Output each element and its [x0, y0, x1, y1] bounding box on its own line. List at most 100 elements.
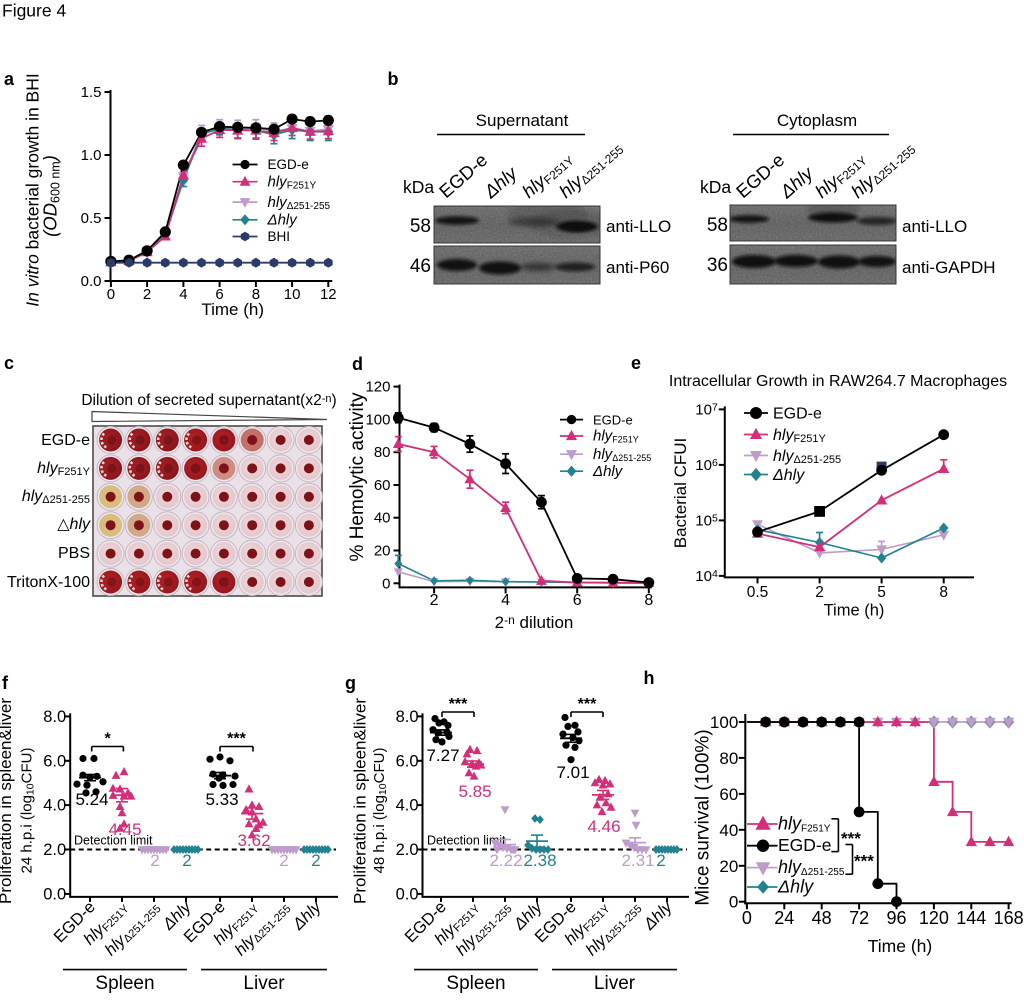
svg-text:4: 4 [501, 592, 510, 609]
svg-text:5.24: 5.24 [75, 790, 108, 809]
svg-text:2: 2 [430, 592, 439, 609]
svg-text:60: 60 [719, 785, 738, 804]
svg-text:0.5: 0.5 [747, 584, 769, 601]
svg-text:Supernatant: Supernatant [476, 111, 569, 130]
svg-text:% Hemolytic activity: % Hemolytic activity [347, 392, 368, 561]
svg-text:1.5: 1.5 [81, 84, 102, 101]
svg-text:hlyΔ251-255: hlyΔ251-255 [593, 446, 651, 463]
svg-text:hlyF251Y: hlyF251Y [773, 427, 827, 445]
svg-text:0: 0 [742, 908, 752, 928]
svg-text:hlyΔ251-255: hlyΔ251-255 [22, 488, 90, 506]
svg-text:EGD-e: EGD-e [593, 412, 633, 427]
svg-text:Detection limit: Detection limit [74, 834, 153, 848]
svg-text:PBS: PBS [58, 545, 90, 562]
svg-text:40: 40 [719, 821, 738, 840]
svg-text:Mice survival (100%): Mice survival (100%) [693, 729, 714, 905]
svg-text:TritonX-100: TritonX-100 [7, 574, 90, 591]
svg-text:2: 2 [279, 851, 288, 870]
svg-text:7.27: 7.27 [426, 746, 459, 765]
svg-text:anti-LLO: anti-LLO [606, 217, 671, 236]
svg-text:anti-LLO: anti-LLO [902, 217, 967, 236]
svg-text:120: 120 [919, 908, 949, 928]
svg-text:a: a [4, 69, 15, 89]
svg-text:46: 46 [410, 256, 431, 277]
svg-text:2.0: 2.0 [396, 841, 419, 859]
svg-text:58: 58 [410, 216, 431, 237]
svg-text:***: *** [227, 731, 246, 748]
svg-text:EGD-e: EGD-e [773, 406, 822, 423]
svg-text:BHI: BHI [268, 229, 291, 244]
svg-text:g: g [345, 673, 356, 693]
svg-text:EGD-e: EGD-e [41, 432, 90, 449]
svg-text:80: 80 [374, 444, 391, 461]
svg-text:0: 0 [729, 893, 738, 912]
svg-text:40: 40 [374, 510, 391, 527]
svg-text:*: * [104, 731, 111, 748]
svg-text:4.0: 4.0 [396, 797, 419, 815]
svg-text:***: *** [841, 829, 861, 848]
svg-text:80: 80 [719, 749, 738, 768]
svg-text:Δhly: Δhly [777, 877, 814, 897]
svg-text:20: 20 [719, 857, 738, 876]
svg-text:Spleen: Spleen [446, 973, 505, 994]
svg-text:0: 0 [107, 286, 115, 303]
svg-text:72: 72 [849, 908, 869, 928]
svg-text:24 h.p.i (log10CFU): 24 h.p.i (log10CFU) [19, 748, 37, 874]
svg-text:***: *** [449, 696, 468, 713]
svg-text:h: h [644, 668, 655, 688]
svg-text:0: 0 [382, 575, 390, 592]
svg-text:Δhly: Δhly [592, 463, 624, 480]
svg-text:2.22: 2.22 [489, 851, 522, 870]
svg-text:EGD-e: EGD-e [268, 157, 309, 172]
svg-text:96: 96 [886, 908, 906, 928]
svg-text:7.01: 7.01 [556, 763, 589, 782]
svg-text:36: 36 [707, 255, 728, 276]
svg-text:***: *** [578, 696, 597, 713]
svg-text:△hly: △hly [57, 516, 91, 533]
svg-text:0.0: 0.0 [396, 885, 419, 903]
svg-text:1.0: 1.0 [81, 147, 102, 164]
svg-text:144: 144 [956, 908, 986, 928]
svg-text:2: 2 [815, 584, 824, 601]
svg-text:Proliferation in spleen&liver: Proliferation in spleen&liver [351, 698, 370, 904]
svg-text:168: 168 [994, 908, 1024, 928]
svg-text:5: 5 [877, 584, 886, 601]
svg-text:100: 100 [365, 411, 390, 428]
svg-text:Intracellular Growth in RAW264: Intracellular Growth in RAW264.7 Macroph… [669, 373, 1007, 390]
svg-text:8.0: 8.0 [43, 708, 66, 726]
svg-text:Bacterial CFUI: Bacterial CFUI [671, 438, 690, 549]
svg-text:2: 2 [311, 851, 320, 870]
svg-text:0.0: 0.0 [43, 885, 66, 903]
svg-text:Proliferation in spleen&liver: Proliferation in spleen&liver [0, 698, 15, 904]
svg-text:2.31: 2.31 [621, 851, 654, 870]
svg-text:Time (h): Time (h) [201, 300, 264, 319]
svg-text:hlyF251Y: hlyF251Y [37, 460, 91, 478]
svg-text:20: 20 [374, 543, 391, 560]
svg-text:anti-P60: anti-P60 [606, 258, 669, 277]
svg-text:8: 8 [939, 584, 948, 601]
svg-text:e: e [631, 353, 641, 373]
svg-text:(OD600 nm): (OD600 nm) [40, 155, 63, 237]
svg-text:0.0: 0.0 [81, 273, 102, 290]
svg-text:60: 60 [374, 477, 391, 494]
svg-text:d: d [352, 354, 363, 374]
svg-text:2: 2 [182, 851, 191, 870]
svg-text:2.0: 2.0 [43, 841, 66, 859]
svg-text:3.62: 3.62 [237, 831, 270, 850]
svg-text:In vitro bacterial growth in B: In vitro bacterial growth in BHI [23, 73, 43, 306]
svg-text:10: 10 [284, 286, 301, 303]
svg-text:Spleen: Spleen [95, 973, 154, 994]
svg-text:2: 2 [656, 851, 665, 870]
svg-text:Dilution of secreted supernata: Dilution of secreted supernatant(x2-n) [81, 392, 336, 409]
svg-text:kDa: kDa [403, 177, 434, 197]
svg-text:5.33: 5.33 [205, 790, 238, 809]
svg-text:120: 120 [365, 379, 390, 396]
svg-text:0.5: 0.5 [81, 210, 102, 227]
svg-text:Liver: Liver [243, 973, 285, 994]
svg-text:Liver: Liver [594, 973, 636, 994]
svg-text:2.38: 2.38 [523, 851, 556, 870]
svg-text:hlyΔ251-255: hlyΔ251-255 [268, 194, 331, 212]
svg-text:8.0: 8.0 [396, 708, 419, 726]
svg-text:5.85: 5.85 [458, 782, 491, 801]
svg-text:Δhly: Δhly [267, 212, 299, 229]
